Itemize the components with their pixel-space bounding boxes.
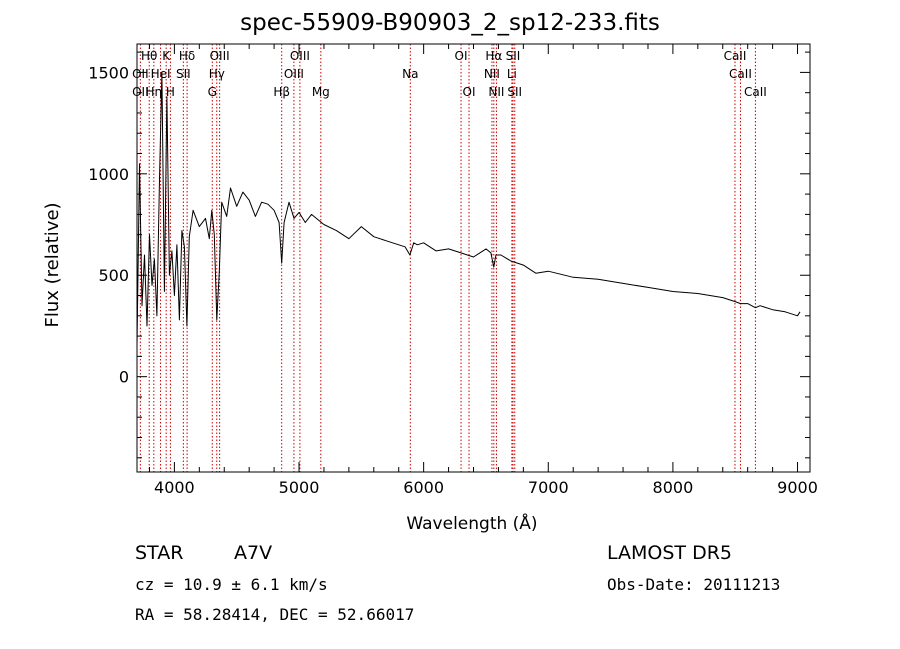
line-label: OI [463,85,476,99]
y-tick-label: 500 [98,266,129,285]
line-label: Li [507,67,517,81]
object-subclass: A7V [234,542,273,564]
emission-line-markers [139,44,756,472]
line-label: OI [455,49,468,63]
line-label: Hγ [209,67,225,81]
line-label: Hα [485,49,502,63]
line-label: CaII [729,67,752,81]
line-labels: OII OII Hθ Hη HeI K H Hδ SII OIII Hγ G Hβ OIII OIII Mg N… [132,49,767,99]
line-label: Hη [146,85,163,99]
plot-frame [136,43,811,473]
line-label: Hβ [273,85,290,99]
line-label: Mg [312,85,330,99]
x-tick-label: 7000 [528,478,569,497]
line-label: Hδ [179,49,195,63]
line-label: OIII [210,49,230,63]
axis-tick-labels: 4000 5000 6000 7000 8000 9000 0 500 1000 1500 [88,63,818,497]
spectrum-line [136,71,801,347]
line-label: CaII [744,85,767,99]
coordinates: RA = 58.28414, DEC = 52.66017 [135,605,415,624]
line-label: SII [506,49,521,63]
x-tick-label: 6000 [403,478,444,497]
line-label: NII [484,67,500,81]
line-label: H [166,85,175,99]
line-label: OIII [290,49,310,63]
x-tick-label: 4000 [154,478,195,497]
line-label: SII [176,67,191,81]
line-label: HeI [151,67,171,81]
y-tick-label: 1000 [88,165,129,184]
redshift-cz: cz = 10.9 ± 6.1 km/s [135,575,328,594]
spectrum-series [136,71,801,347]
line-label: CaII [724,49,747,63]
line-label: NII [488,85,504,99]
survey-name: LAMOST DR5 [607,542,732,564]
line-label: SII [507,85,522,99]
line-label: OIII [284,67,304,81]
x-axis-label: Wavelength (Å) [406,512,537,534]
line-label: Na [402,67,418,81]
line-label: OII [132,85,149,99]
y-tick-label: 0 [119,368,129,387]
y-tick-label: 1500 [88,63,129,82]
axis-ticks [137,44,810,472]
object-class: STAR [135,542,184,564]
y-axis-label: Flux (relative) [42,202,63,327]
line-label: G [208,85,217,99]
chart-title: spec-55909-B90903_2_sp12-233.fits [240,10,660,36]
x-tick-label: 9000 [777,478,818,497]
x-tick-label: 8000 [653,478,694,497]
line-label: OII [132,67,149,81]
line-label: Hθ [141,49,157,63]
line-label: K [162,49,171,63]
observation-date: Obs-Date: 20111213 [607,575,781,594]
x-tick-label: 5000 [279,478,320,497]
